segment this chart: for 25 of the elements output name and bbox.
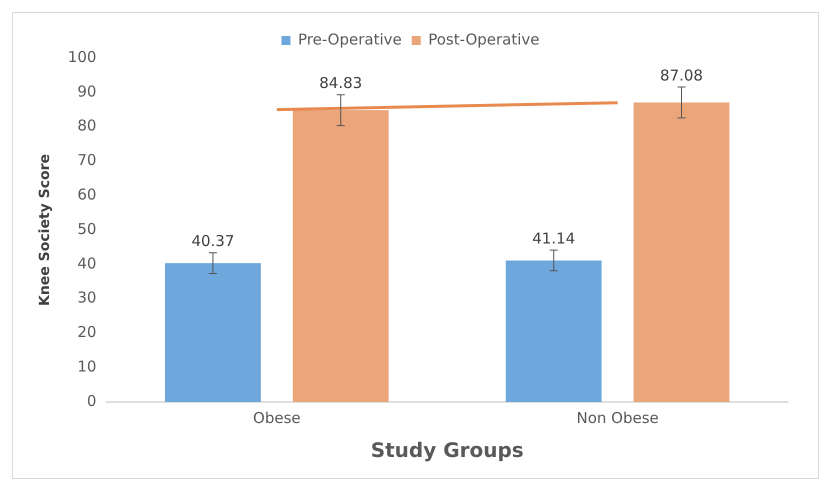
y-tick-label: 30 (77, 288, 96, 307)
data-label: 41.14 (532, 230, 576, 248)
x-tick-label: Non Obese (576, 408, 659, 427)
x-axis-title: Study Groups (370, 438, 524, 462)
y-tick-label: 50 (77, 220, 96, 238)
y-tick-label: 20 (77, 323, 96, 342)
y-tick-label: 100 (68, 48, 96, 66)
y-tick-label: 10 (77, 357, 96, 376)
x-tick-label: Obese (253, 408, 301, 427)
legend-label: Post-Operative (428, 30, 540, 48)
y-tick-label: 0 (86, 392, 96, 410)
y-tick-label: 60 (77, 185, 96, 204)
legend-label: Pre-Operative (298, 30, 402, 48)
y-axis-title: Knee Society Score (37, 154, 54, 306)
bar (292, 110, 389, 402)
bar (165, 263, 261, 402)
data-label: 87.08 (660, 66, 703, 84)
bar (506, 260, 602, 402)
y-tick-label: 80 (77, 116, 96, 135)
bar (634, 102, 730, 402)
data-label: 84.83 (319, 74, 362, 92)
y-tick-label: 90 (77, 82, 96, 100)
data-label: 40.37 (191, 232, 234, 250)
y-tick-label: 40 (77, 254, 96, 272)
y-tick-label: 70 (77, 151, 96, 170)
